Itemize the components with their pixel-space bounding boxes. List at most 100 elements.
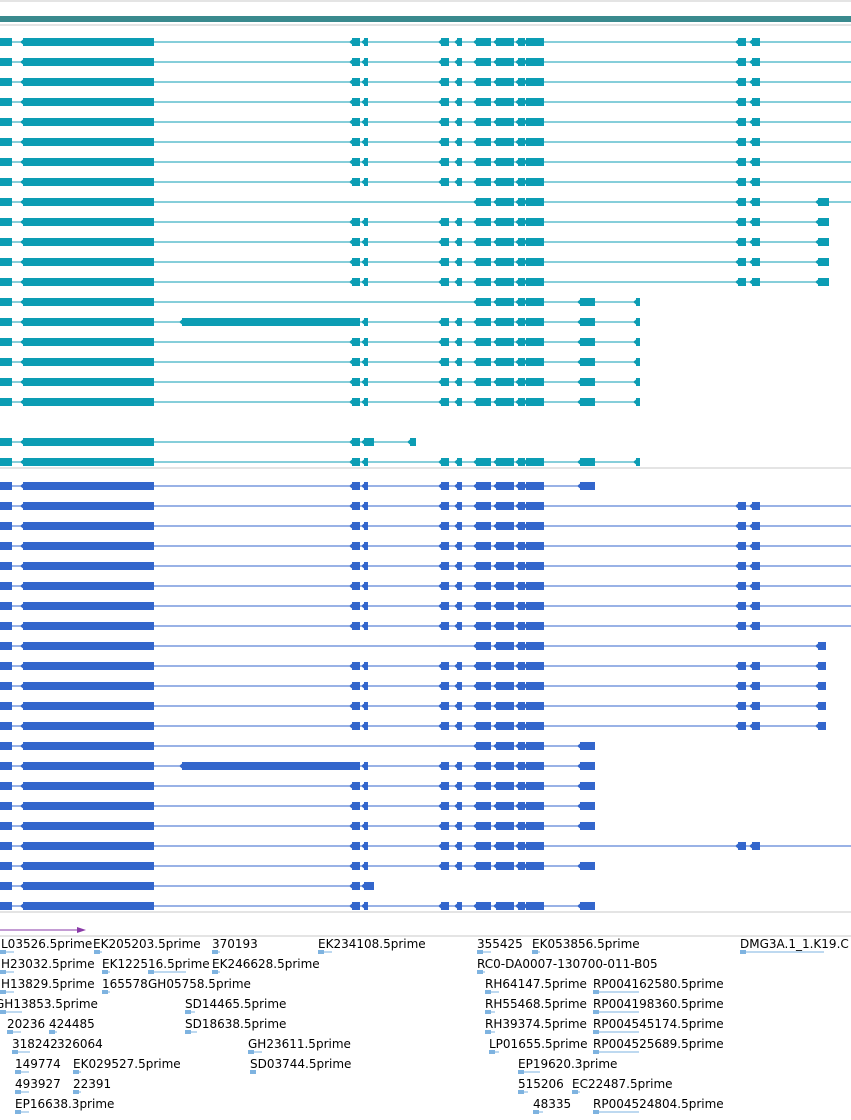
strand-arrow <box>349 178 354 186</box>
exon-block <box>496 338 514 346</box>
est-label[interactable]: 20236 <box>7 1017 46 1031</box>
est-label[interactable]: GH13853.5prime <box>0 997 98 1011</box>
strand-arrow <box>515 522 520 530</box>
exon-block <box>457 542 462 550</box>
exon-block <box>526 458 544 466</box>
exon-block <box>476 682 491 690</box>
strand-arrow <box>361 782 366 790</box>
exon-block <box>0 622 12 630</box>
est-label[interactable]: RP004162580.5prime <box>593 977 724 991</box>
exon-block <box>518 318 525 326</box>
est-label[interactable]: EK246628.5prime <box>212 957 320 971</box>
est-label[interactable]: RC0-DA0007-130700-011-B05 <box>477 957 658 971</box>
strand-arrow <box>454 78 459 86</box>
strand-arrow <box>454 218 459 226</box>
gene-span-bar <box>0 16 851 22</box>
exon-block <box>580 902 595 910</box>
est-label[interactable]: 22391 <box>73 1077 112 1091</box>
exon-block <box>526 602 544 610</box>
est-label[interactable]: H13829.5prime <box>1 977 95 991</box>
est-label[interactable]: SD03744.5prime <box>250 1057 352 1071</box>
est-label[interactable]: 149774 <box>15 1057 61 1071</box>
strand-arrow <box>454 258 459 266</box>
est-label[interactable]: EK205203.5prime <box>93 937 201 951</box>
est-label[interactable]: RH55468.5prime <box>485 997 587 1011</box>
est-label[interactable]: SD14465.5prime <box>185 997 287 1011</box>
est-label[interactable]: GH23611.5prime <box>248 1037 351 1051</box>
exon-block <box>441 662 449 670</box>
est-label[interactable]: RP004198360.5prime <box>593 997 724 1011</box>
est-label[interactable]: 493927 <box>15 1077 61 1091</box>
strand-arrow <box>454 762 459 770</box>
est-label[interactable]: RH39374.5prime <box>485 1017 587 1031</box>
strand-arrow <box>523 822 528 830</box>
exon-block <box>352 502 360 510</box>
est-label[interactable]: EP19620.3prime <box>518 1057 618 1071</box>
est-label[interactable]: RP004545174.5prime <box>593 1017 724 1031</box>
exon-block <box>23 238 154 246</box>
exon-block <box>441 602 449 610</box>
strand-arrow <box>523 238 528 246</box>
strand-arrow <box>0 762 2 770</box>
est-label[interactable]: 424485 <box>49 1017 95 1031</box>
exon-block <box>818 642 826 650</box>
strand-arrow <box>438 482 443 490</box>
exon-block <box>518 78 525 86</box>
exon-block <box>441 682 449 690</box>
exon-block <box>752 78 760 86</box>
est-label[interactable]: L03526.5prime <box>1 937 93 951</box>
strand-arrow <box>523 378 528 386</box>
est-label[interactable]: RH64147.5prime <box>485 977 587 991</box>
exon-block <box>476 522 491 530</box>
strand-arrow <box>20 58 25 66</box>
exon-block <box>441 902 449 910</box>
strand-arrow <box>438 622 443 630</box>
est-label[interactable]: EK122516.5prime <box>102 957 210 971</box>
strand-arrow <box>735 722 740 730</box>
exon-block <box>752 118 760 126</box>
strand-arrow <box>438 398 443 406</box>
est-glyph-block <box>12 1050 18 1054</box>
est-glyph-block <box>185 1030 191 1034</box>
est-label[interactable]: EK029527.5prime <box>73 1057 181 1071</box>
est-label[interactable]: EP16638.3prime <box>15 1097 115 1111</box>
est-label[interactable]: GH05758.5prime <box>148 977 251 991</box>
strand-arrow <box>473 378 478 386</box>
strand-arrow <box>523 902 528 910</box>
strand-arrow <box>349 542 354 550</box>
strand-arrow <box>493 198 498 206</box>
est-glyph-block <box>185 1010 191 1014</box>
strand-arrow <box>493 862 498 870</box>
exon-block <box>496 238 514 246</box>
est-label[interactable]: EK234108.5prime <box>318 937 426 951</box>
exon-block <box>0 662 12 670</box>
exon-block <box>23 318 154 326</box>
exon-block <box>496 802 514 810</box>
strand-arrow <box>815 702 820 710</box>
est-label[interactable]: 318242 <box>12 1037 58 1051</box>
est-label[interactable]: DMG3A.1_1.K19.C <box>740 937 849 951</box>
exon-block <box>457 822 462 830</box>
exon-block <box>23 158 154 166</box>
est-label[interactable]: 326064 <box>57 1037 103 1051</box>
est-label[interactable]: RP004525689.5prime <box>593 1037 724 1051</box>
est-label[interactable]: EC22487.5prime <box>572 1077 673 1091</box>
est-label[interactable]: H23032.5prime <box>1 957 95 971</box>
exon-block <box>526 78 544 86</box>
strand-arrow <box>349 802 354 810</box>
strand-arrow <box>20 198 25 206</box>
est-label[interactable]: 165578 <box>102 977 148 991</box>
exon-block <box>496 158 514 166</box>
est-label[interactable]: 355425 <box>477 937 523 951</box>
exon-block <box>0 338 12 346</box>
est-label[interactable]: EK053856.5prime <box>532 937 640 951</box>
exon-block <box>0 38 12 46</box>
est-label[interactable]: 515206 <box>518 1077 564 1091</box>
est-label[interactable]: RP004524804.5prime <box>593 1097 724 1111</box>
est-label[interactable]: SD18638.5prime <box>185 1017 287 1031</box>
est-label[interactable]: 48335 <box>533 1097 572 1111</box>
est-label[interactable]: 370193 <box>212 937 258 951</box>
est-glyph-block <box>489 1050 495 1054</box>
est-label[interactable]: LP01655.5prime <box>489 1037 588 1051</box>
